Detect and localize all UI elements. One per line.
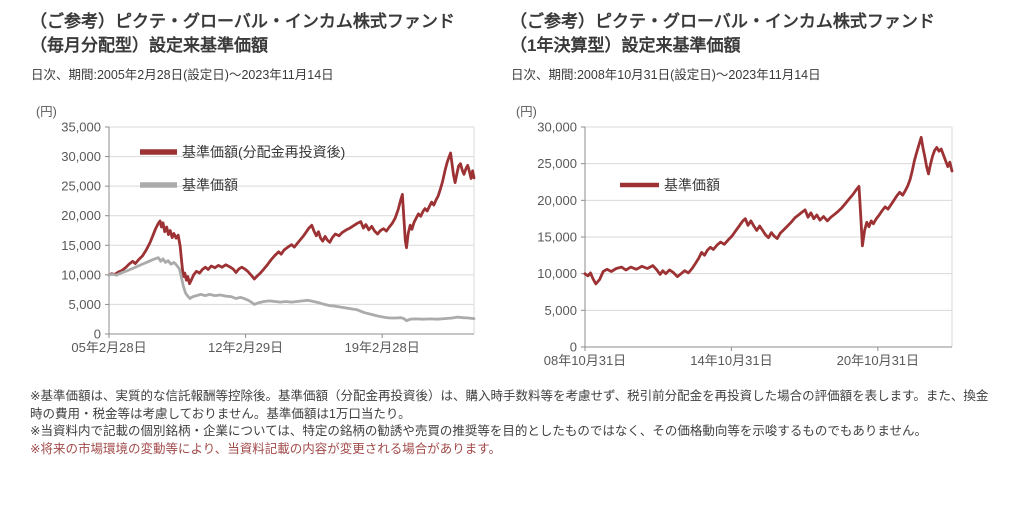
series-line [583, 135, 954, 286]
x-tick-label: 12年2月29日 [208, 340, 283, 355]
y-axis-unit-label: (円) [516, 105, 537, 119]
x-tick-label: 08年10月31日 [544, 353, 626, 368]
chart-title-line1: （ご参考）ピクテ・グローバル・インカム株式ファンド [510, 12, 935, 31]
footnote-line: ※将来の市場環境の変動等により、当資料記載の内容が変更される場合があります。 [30, 441, 501, 456]
footnote-line: ※当資料内で記載の個別銘柄・企業については、特定の銘柄の勧誘や売買の推奨等を目的… [30, 424, 927, 438]
chart-title-line2: （1年決算型）設定来基準価額 [510, 36, 741, 55]
y-tick-label: 25,000 [61, 179, 101, 194]
line-chart-monthly: 0 5,000 10,000 15,000 20,000 25,000 30,000 35,0… [61, 120, 476, 355]
line-chart-annual: 0 5,000 10,000 15,000 20,000 25,000 30,000 08年1… [537, 120, 954, 368]
y-tick-label: 35,000 [61, 120, 101, 135]
legend-label: 基準価額(分配金再投資後) [182, 144, 345, 160]
y-axis-unit-label: (円) [36, 105, 57, 119]
y-tick-label: 15,000 [537, 230, 577, 245]
x-tick-label: 05年2月28日 [71, 340, 146, 355]
chart-subtitle: 日次、期間:2005年2月28日(設定日)～2023年11月14日 [31, 68, 334, 82]
footnote-line: ※基準価額は、実質的な信託報酬等控除後。基準価額（分配金再投資後）は、購入時手数… [30, 389, 989, 421]
x-tick-label: 14年10月31日 [690, 353, 772, 368]
y-tick-label: 0 [94, 327, 101, 342]
chart-subtitle: 日次、期間:2008年10月31日(設定日)～2023年11月14日 [511, 68, 821, 82]
y-tick-label: 20,000 [61, 208, 101, 223]
x-tick-label: 20年10月31日 [837, 353, 919, 368]
y-tick-label: 20,000 [537, 193, 577, 208]
chart-title-line1: （ご参考）ピクテ・グローバル・インカム株式ファンド [30, 12, 455, 31]
legend-label: 基準価額 [182, 177, 238, 193]
y-tick-label: 10,000 [61, 267, 101, 282]
y-tick-label: 15,000 [61, 238, 101, 253]
y-tick-label: 30,000 [61, 149, 101, 164]
chart-title-line2: （毎月分配型）設定来基準価額 [30, 36, 268, 55]
x-tick-label: 19年2月28日 [345, 340, 420, 355]
y-tick-label: 10,000 [537, 266, 577, 281]
y-tick-label: 0 [570, 340, 577, 355]
series-line [107, 151, 476, 286]
y-tick-label: 30,000 [537, 120, 577, 135]
footnotes: ※基準価額は、実質的な信託報酬等控除後。基準価額（分配金再投資後）は、購入時手数… [30, 388, 994, 458]
series-line [107, 256, 476, 323]
y-tick-label: 25,000 [537, 156, 577, 171]
y-tick-label: 5,000 [68, 297, 101, 312]
y-tick-label: 5,000 [544, 303, 577, 318]
legend-label: 基準価額 [664, 177, 720, 193]
